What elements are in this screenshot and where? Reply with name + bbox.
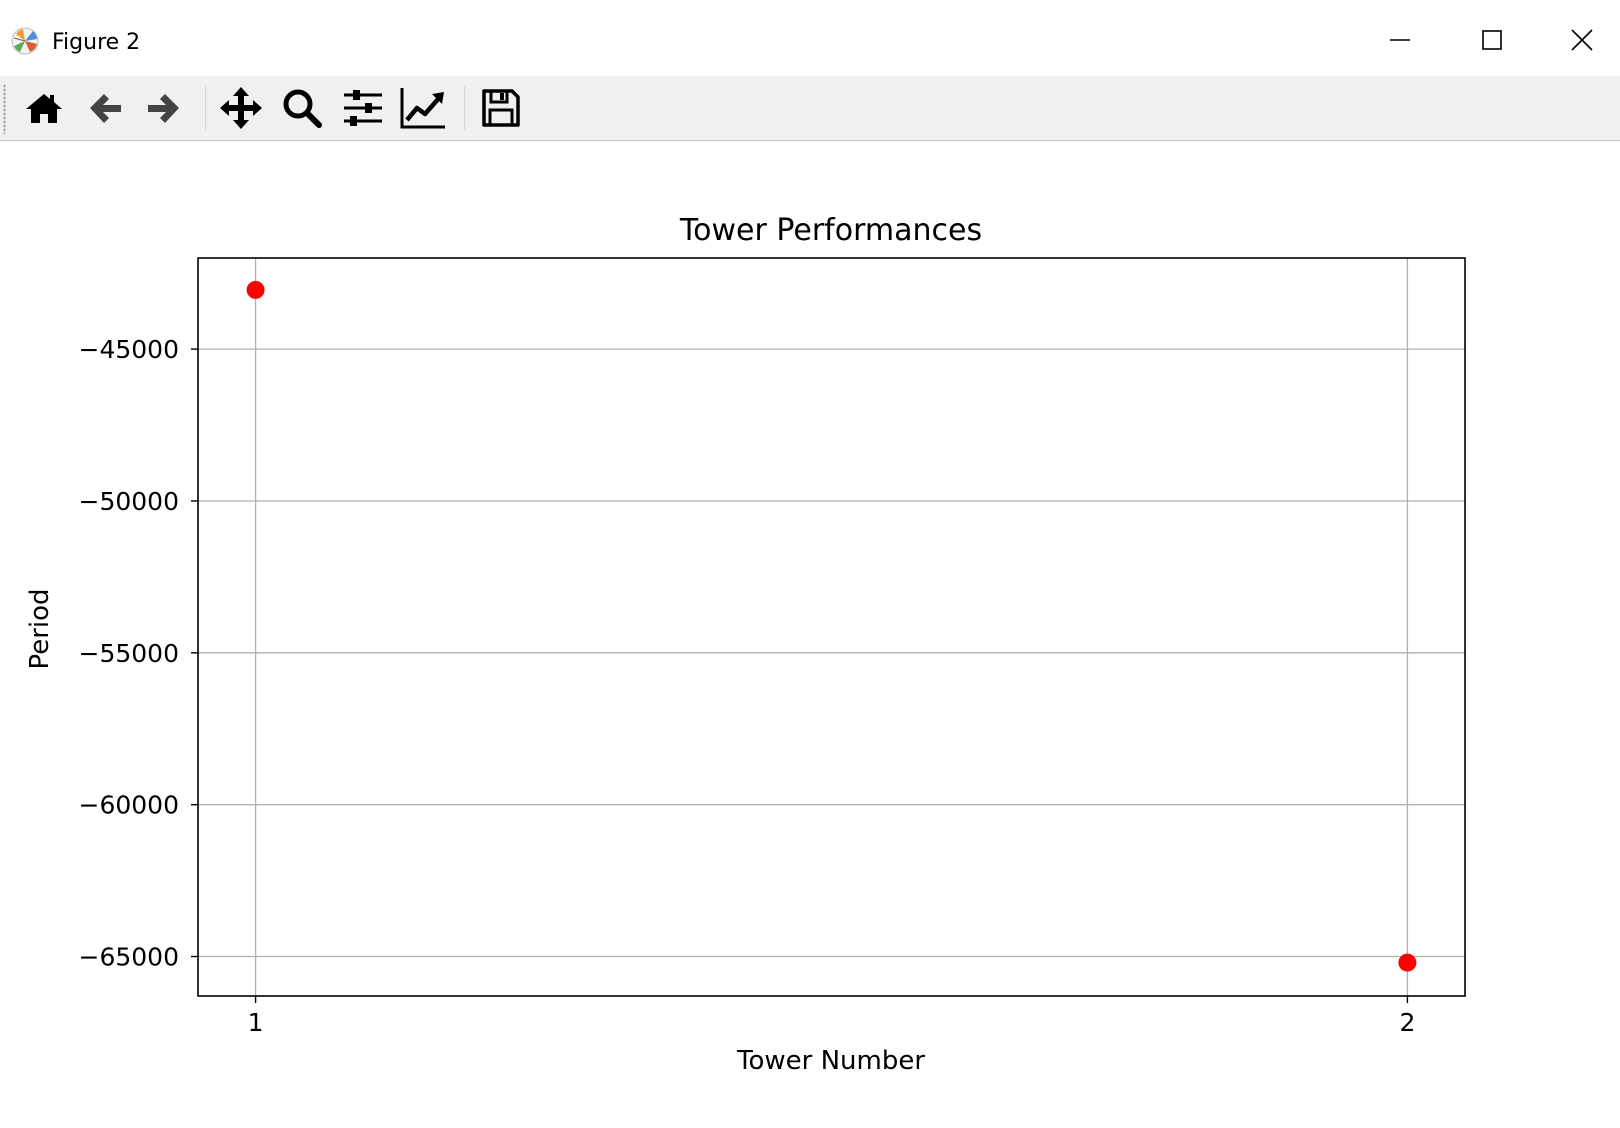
y-tick-label: −60000 bbox=[79, 791, 179, 820]
axis-ticks: −45000 −50000 −55000 −60000 −65000 1 2 bbox=[79, 335, 1416, 1037]
sliders-icon bbox=[344, 90, 382, 126]
close-icon bbox=[1571, 29, 1593, 51]
back-button[interactable] bbox=[78, 82, 132, 134]
minimize-button[interactable] bbox=[1382, 22, 1418, 58]
axes-frame bbox=[197, 257, 1466, 997]
floppy-disk-icon bbox=[482, 89, 520, 127]
y-tick-label: −50000 bbox=[79, 487, 179, 516]
magnifier-icon bbox=[283, 89, 322, 128]
pan-button[interactable] bbox=[214, 82, 268, 134]
save-button[interactable] bbox=[474, 82, 528, 134]
toolbar-separator bbox=[205, 86, 206, 130]
y-tick-label: −65000 bbox=[79, 943, 179, 972]
configure-subplots-button[interactable] bbox=[336, 82, 390, 134]
close-button[interactable] bbox=[1564, 22, 1600, 58]
y-tick-label: −55000 bbox=[79, 639, 179, 668]
figure-canvas[interactable]: Tower Performances −45000 −50000 −55000 −60… bbox=[0, 141, 1620, 1128]
maximize-button[interactable] bbox=[1474, 22, 1510, 58]
data-point bbox=[1398, 953, 1417, 972]
scatter-chart: Tower Performances −45000 −50000 −55000 −60… bbox=[25, 213, 1466, 1076]
line-chart-icon bbox=[400, 88, 445, 129]
x-tick-label: 2 bbox=[1399, 1008, 1415, 1037]
maximize-icon bbox=[1482, 30, 1502, 50]
grid-lines bbox=[198, 258, 1465, 996]
x-axis-label: Tower Number bbox=[736, 1046, 925, 1076]
zoom-button[interactable] bbox=[275, 82, 329, 134]
y-axis-label: Period bbox=[25, 588, 55, 669]
title-bar: Figure 2 bbox=[0, 0, 1620, 76]
edit-axes-button[interactable] bbox=[396, 82, 450, 134]
forward-button[interactable] bbox=[137, 82, 191, 134]
toolbar-separator bbox=[464, 86, 465, 130]
data-points bbox=[246, 280, 1417, 972]
arrow-left-icon bbox=[90, 94, 121, 123]
move-arrows-icon bbox=[220, 87, 262, 129]
home-button[interactable] bbox=[17, 82, 71, 134]
minimize-icon bbox=[1390, 39, 1410, 41]
x-tick-label: 1 bbox=[248, 1008, 264, 1037]
matplotlib-logo-icon bbox=[10, 26, 40, 56]
navigation-toolbar bbox=[0, 76, 1620, 141]
chart-title: Tower Performances bbox=[679, 213, 982, 248]
home-icon bbox=[26, 94, 62, 123]
plot-frame bbox=[197, 257, 1466, 997]
toolbar-grip[interactable] bbox=[3, 84, 6, 134]
data-point bbox=[246, 280, 265, 299]
window-title: Figure 2 bbox=[52, 30, 141, 55]
y-tick-label: −45000 bbox=[79, 335, 179, 364]
arrow-right-icon bbox=[148, 94, 179, 123]
